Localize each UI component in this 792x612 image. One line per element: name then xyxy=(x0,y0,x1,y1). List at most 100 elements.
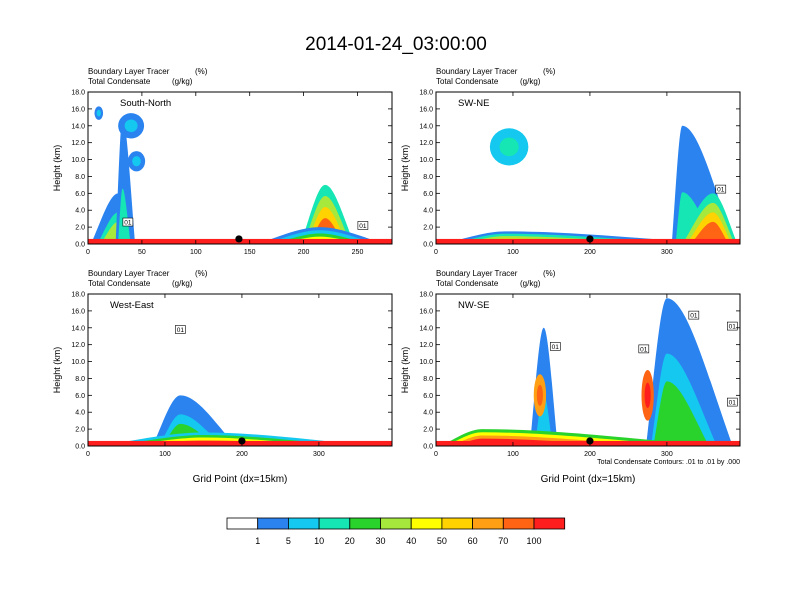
xtick-label: 200 xyxy=(584,249,596,256)
ytick-label: 14.0 xyxy=(71,123,85,130)
subtitle-line-2-units: (g/kg) xyxy=(520,279,541,288)
blob-core-0 xyxy=(536,384,543,406)
subtitle-line-2: Total Condensate xyxy=(88,279,151,288)
colorbar-label-0: 1 xyxy=(255,536,260,546)
contour-label-box-2 xyxy=(688,310,700,320)
contour-label-box-4 xyxy=(727,397,738,407)
xtick-label: 0 xyxy=(434,249,438,256)
ytick-label: 14.0 xyxy=(71,325,85,332)
ytick-label: 2.0 xyxy=(75,225,85,232)
ytick-label: 4.0 xyxy=(423,410,433,417)
ytick-label: 2.0 xyxy=(423,427,433,434)
colorbar-cell-2 xyxy=(287,517,320,530)
panel-nw-se: 01 01 01 01 01 0.0 2.0 4.0 6.0 8.0 10.0 12.0 14.0 16.… xyxy=(400,269,741,485)
ytick-label: 4.0 xyxy=(423,208,433,215)
ytick-label: 2.0 xyxy=(75,427,85,434)
xtick-label: 100 xyxy=(507,249,519,256)
ytick-label: 0.0 xyxy=(423,242,433,249)
xtick-label: 300 xyxy=(661,249,673,256)
contour-label-box-0 xyxy=(549,342,561,351)
ytick-label: 16.0 xyxy=(419,308,433,315)
colorbar-cell-7 xyxy=(441,517,473,530)
colorbar-cell-6 xyxy=(410,517,443,530)
ytick-label: 18.0 xyxy=(419,292,433,299)
xtick-label: 100 xyxy=(159,451,171,458)
subtitle-line-2-units: (g/kg) xyxy=(172,77,193,86)
ytick-label: 16.0 xyxy=(71,106,85,113)
ytick-label: 12.0 xyxy=(71,342,85,349)
ytick-label: 18.0 xyxy=(71,90,85,97)
panel-sw-ne: 01 0.0 2.0 4.0 6.0 8.0 10.0 12.0 14.0 16.0 18.0 0 10… xyxy=(400,67,741,256)
location-marker xyxy=(238,437,246,445)
xtick-label: 200 xyxy=(584,451,596,458)
contour-label-box-0 xyxy=(175,325,186,334)
ytick-label: 8.0 xyxy=(75,376,85,383)
ytick-label: 6.0 xyxy=(423,191,433,198)
y-axis-label: Height (km) xyxy=(400,347,410,394)
contour-label-1: 01 xyxy=(359,223,367,230)
subtitle-line-2-units: (g/kg) xyxy=(172,279,193,288)
ytick-label: 12.0 xyxy=(419,342,433,349)
ytick-label: 0.0 xyxy=(75,242,85,249)
figure-title: 2014-01-24_03:00:00 xyxy=(305,34,487,55)
y-axis-label: Height (km) xyxy=(400,145,410,192)
plot-frame xyxy=(435,293,741,447)
ytick-label: 16.0 xyxy=(419,106,433,113)
panel-label: SW-NE xyxy=(458,98,490,109)
colorbar-cell-1 xyxy=(257,517,289,530)
ytick-label: 18.0 xyxy=(71,292,85,299)
ytick-label: 8.0 xyxy=(423,376,433,383)
colorbar-label-3: 20 xyxy=(345,536,355,546)
contour-footnote: Total Condensate Contours: .01 to .01 by… xyxy=(597,459,740,466)
plot-frame xyxy=(87,91,393,245)
plot-area: 01 01 xyxy=(88,106,392,244)
colorbar-label-5: 40 xyxy=(406,536,416,546)
ytick-label: 6.0 xyxy=(75,393,85,400)
subtitle-line-1: Boundary Layer Tracer xyxy=(436,269,518,278)
plot-frame xyxy=(435,91,741,245)
panel-label: South-North xyxy=(120,98,171,109)
contour-label-box-0 xyxy=(122,217,134,227)
xtick-label: 300 xyxy=(313,451,325,458)
blob-core-1 xyxy=(124,119,138,133)
ytick-label: 16.0 xyxy=(71,308,85,315)
xtick-label: 100 xyxy=(507,451,519,458)
xtick-label: 50 xyxy=(138,249,146,256)
plot-area: 01 01 01 01 01 xyxy=(436,298,740,446)
xtick-label: 150 xyxy=(244,249,256,256)
subtitle-line-2-units: (g/kg) xyxy=(520,77,541,86)
xtick-label: 100 xyxy=(190,249,202,256)
plume-1-level-9 xyxy=(690,221,729,244)
subtitle-line-1: Boundary Layer Tracer xyxy=(88,67,170,76)
panel-west-east: 01 0.0 2.0 4.0 6.0 8.0 10.0 12.0 14.0 16.0 18.0 0 10… xyxy=(52,269,393,485)
blob-core-2 xyxy=(132,156,141,167)
subtitle-line-1: Boundary Layer Tracer xyxy=(88,269,170,278)
colorbar-label-7: 60 xyxy=(468,536,478,546)
plot-area: 01 xyxy=(88,325,392,446)
colorbar-cell-4 xyxy=(349,517,381,530)
ytick-label: 12.0 xyxy=(419,140,433,147)
ytick-label: 0.0 xyxy=(423,444,433,451)
panel-label: West-East xyxy=(110,300,154,311)
colorbar-label-1: 5 xyxy=(286,536,291,546)
ytick-label: 2.0 xyxy=(423,225,433,232)
ytick-label: 6.0 xyxy=(75,191,85,198)
ytick-label: 14.0 xyxy=(419,325,433,332)
subtitle-line-1-units: (%) xyxy=(543,67,556,76)
blob-core-0 xyxy=(499,137,519,157)
contour-label-4: 01 xyxy=(729,400,737,407)
xtick-label: 250 xyxy=(352,249,364,256)
contour-label-0: 01 xyxy=(177,327,185,334)
y-axis-label: Height (km) xyxy=(52,347,62,394)
panel-label: NW-SE xyxy=(458,300,490,311)
blob-core-0 xyxy=(96,109,101,117)
colorbar-cell-9 xyxy=(502,517,535,530)
location-marker xyxy=(586,235,594,243)
colorbar-cell-10 xyxy=(533,517,566,530)
contour-label-2: 01 xyxy=(690,313,698,320)
subtitle-line-2: Total Condensate xyxy=(88,77,151,86)
contour-label-1: 01 xyxy=(640,346,648,353)
ytick-label: 10.0 xyxy=(419,157,433,164)
ytick-label: 10.0 xyxy=(71,157,85,164)
